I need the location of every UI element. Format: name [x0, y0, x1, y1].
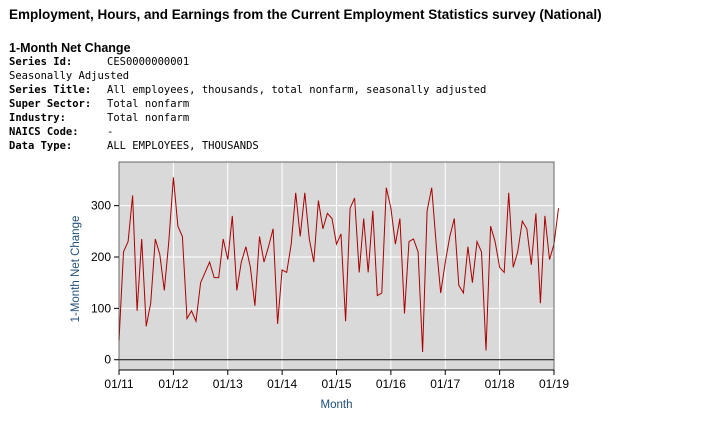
- super-sector-value: Total nonfarm: [107, 98, 190, 110]
- x-tick-label: 01/19: [539, 377, 569, 391]
- data-type-value: ALL EMPLOYEES, THOUSANDS: [107, 140, 259, 152]
- series-id-row: Series Id: CES0000000001: [9, 55, 486, 69]
- series-id-label: Series Id:: [9, 56, 73, 68]
- y-tick-label: 0: [104, 353, 111, 367]
- page-title: Employment, Hours, and Earnings from the…: [9, 7, 602, 22]
- x-tick-label: 01/13: [213, 377, 243, 391]
- data-type-row: Data Type: ALL EMPLOYEES, THOUSANDS: [9, 139, 486, 153]
- x-tick-label: 01/16: [376, 377, 406, 391]
- x-tick-label: 01/11: [104, 377, 133, 391]
- x-tick-label: 01/15: [321, 377, 351, 391]
- x-tick-label: 01/17: [430, 377, 460, 391]
- data-type-label: Data Type:: [9, 140, 73, 152]
- series-line: [118, 177, 559, 353]
- industry-value: Total nonfarm: [107, 112, 190, 124]
- series-title-value: All employees, thousands, total nonfarm,…: [107, 84, 487, 96]
- industry-label: Industry:: [9, 112, 66, 124]
- series-metadata: Series Id: CES0000000001 Seasonally Adjus…: [9, 55, 486, 153]
- chart-subtitle: 1-Month Net Change: [9, 41, 131, 55]
- y-tick-label: 100: [91, 301, 111, 315]
- y-tick-label: 300: [91, 199, 111, 213]
- naics-value: -: [107, 126, 114, 138]
- adjustment-value: Seasonally Adjusted: [9, 70, 130, 82]
- x-tick-label: 01/12: [158, 377, 188, 391]
- series-title-row: Series Title: All employees, thousands, t…: [9, 83, 486, 97]
- super-sector-label: Super Sector:: [9, 98, 92, 110]
- y-axis-label: 1-Month Net Change: [70, 216, 82, 323]
- series-title-label: Series Title:: [9, 84, 92, 96]
- industry-row: Industry: Total nonfarm: [9, 111, 486, 125]
- x-axis-label: Month: [321, 399, 353, 411]
- adjustment-row: Seasonally Adjusted: [9, 69, 486, 83]
- series-id-value: CES0000000001: [107, 56, 190, 68]
- super-sector-row: Super Sector: Total nonfarm: [9, 97, 486, 111]
- naics-row: NAICS Code: -: [9, 125, 486, 139]
- naics-label: NAICS Code:: [9, 126, 79, 138]
- y-tick-label: 200: [91, 250, 111, 264]
- x-tick-label: 01/18: [485, 377, 515, 391]
- x-tick-label: 01/14: [267, 377, 297, 391]
